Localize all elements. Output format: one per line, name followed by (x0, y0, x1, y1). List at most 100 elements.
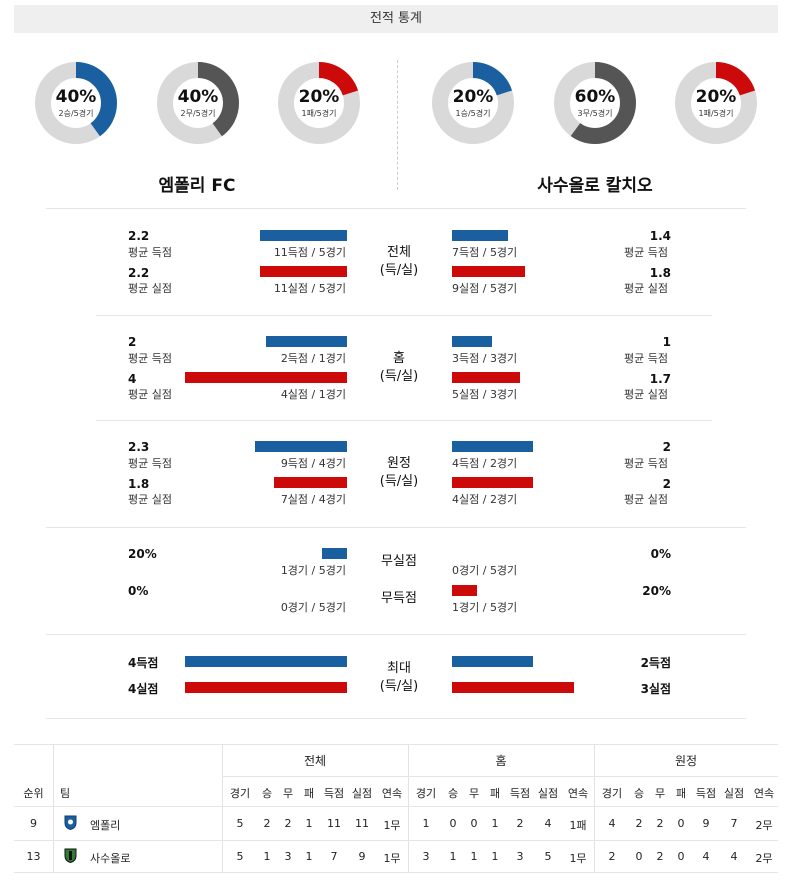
section-label-home: 홈 (득/실) (379, 351, 419, 384)
column-header: 연속 (753, 787, 775, 800)
column-header: 무 (654, 787, 666, 800)
row-team-name[interactable]: 사수올로 (90, 852, 131, 865)
column-header: 패 (675, 787, 687, 800)
donut-away-loss: 20% 1패/5경기 (674, 61, 758, 145)
away-scored-detail: 3득점 / 3경기 (452, 352, 518, 365)
col-separator (53, 744, 54, 872)
away-avg-conceded-value: 1.7 (649, 372, 671, 386)
column-header: 경기 (415, 787, 437, 800)
section-label-noscore: 무득점 (381, 591, 417, 606)
team-logo-sassuolo (64, 848, 77, 864)
table-cell: 2 (656, 817, 664, 830)
away-avg-conceded-label: 평균 실점 (624, 282, 668, 295)
donut-home-draw: 40% 2무/5경기 (156, 61, 240, 145)
donut-arc (675, 62, 757, 144)
donut-ring (554, 62, 636, 144)
table-cell: 11 (355, 817, 369, 830)
home-scored-bar (255, 441, 347, 452)
donut-ring (35, 62, 117, 144)
team-divider (397, 60, 398, 190)
column-header: 득점 (323, 787, 345, 800)
column-header: 실점 (537, 787, 559, 800)
table-cell: 3 (516, 850, 524, 863)
home-avg-conceded-label: 평균 실점 (128, 282, 172, 295)
table-cell: 4 (544, 817, 552, 830)
group-header-home: 홈 (495, 754, 507, 768)
home-conceded-bar (185, 372, 347, 383)
table-top-line (14, 744, 778, 745)
page-title: 전적 통계 (14, 5, 778, 33)
table-line (222, 776, 778, 777)
donut-ring (432, 62, 514, 144)
section-label-cleansheet: 무실점 (381, 554, 417, 569)
table-cell: 4 (702, 850, 710, 863)
divider (96, 315, 712, 316)
table-cell: 2 (656, 850, 664, 863)
home-avg-scored-value: 2.3 (128, 440, 150, 454)
home-avg-scored-label: 평균 득점 (128, 457, 172, 470)
column-header: 승 (633, 787, 645, 800)
table-cell: 0 (635, 850, 643, 863)
column-header: 실점 (723, 787, 745, 800)
away-conceded-detail: 5실점 / 3경기 (452, 388, 518, 401)
away-scored-detail: 7득점 / 5경기 (452, 246, 518, 259)
column-header: 무 (282, 787, 294, 800)
column-header: 승 (447, 787, 459, 800)
home-avg-scored-value: 2 (128, 335, 137, 349)
home-conceded-bar (260, 266, 347, 277)
table-cell: 5 (544, 850, 552, 863)
away-avg-scored-value: 1 (662, 335, 671, 349)
group-header-all: 전체 (303, 754, 327, 768)
donut-arc (432, 62, 514, 144)
donut-ring (675, 62, 757, 144)
group-header-away: 원정 (674, 754, 698, 768)
donut-home-win: 40% 2승/5경기 (34, 61, 118, 145)
away-max-scored: 2득점 (640, 656, 671, 670)
shield-icon (64, 815, 77, 831)
table-cell: 0 (449, 817, 457, 830)
away-avg-scored-value: 1.4 (649, 229, 671, 243)
table-cell: 2 (284, 817, 292, 830)
away-noscore-detail: 1경기 / 5경기 (452, 601, 518, 614)
donut-arc (278, 62, 360, 144)
table-cell: 1무 (383, 819, 401, 832)
table-cell: 3 (422, 850, 430, 863)
away-cleansheet-detail: 0경기 / 5경기 (452, 564, 518, 577)
away-avg-scored-value: 2 (662, 440, 671, 454)
column-header: 연속 (381, 787, 403, 800)
col-separator (408, 744, 409, 872)
away-conceded-detail: 9실점 / 5경기 (452, 282, 518, 295)
home-avg-scored-label: 평균 득점 (128, 352, 172, 365)
donut-arc (35, 62, 117, 144)
divider (46, 208, 746, 209)
away-scored-bar (452, 441, 533, 452)
home-avg-scored-label: 평균 득점 (128, 246, 172, 259)
column-header: 실점 (351, 787, 373, 800)
table-cell: 2 (263, 817, 271, 830)
table-cell: 9 (702, 817, 710, 830)
away-avg-conceded-label: 평균 실점 (624, 493, 668, 506)
away-scored-detail: 4득점 / 2경기 (452, 457, 518, 470)
table-cell: 2무 (755, 819, 773, 832)
table-cell: 1패 (569, 819, 587, 832)
team-header: 팀 (60, 787, 71, 800)
table-cell: 1무 (383, 852, 401, 865)
away-conceded-detail: 4실점 / 2경기 (452, 493, 518, 506)
row-team-name[interactable]: 엠폴리 (90, 819, 121, 832)
table-line (14, 840, 778, 841)
home-scored-bar (266, 336, 347, 347)
home-conceded-detail: 7실점 / 4경기 (280, 493, 346, 506)
away-max-conceded: 3실점 (640, 682, 671, 696)
donut-arc (554, 62, 636, 144)
donut-arc (157, 62, 239, 144)
away-cleansheet-value: 0% (650, 547, 671, 561)
home-scored-detail: 2득점 / 1경기 (280, 352, 346, 365)
home-cleansheet-bar (322, 548, 347, 559)
section-label-away: 원정 (득/실) (379, 456, 419, 489)
donut-ring (278, 62, 360, 144)
table-cell: 1 (491, 817, 499, 830)
away-avg-conceded-label: 평균 실점 (624, 388, 668, 401)
rank-header: 순위 (23, 787, 44, 800)
col-separator (594, 744, 595, 872)
away-max-conceded-bar (452, 682, 574, 693)
